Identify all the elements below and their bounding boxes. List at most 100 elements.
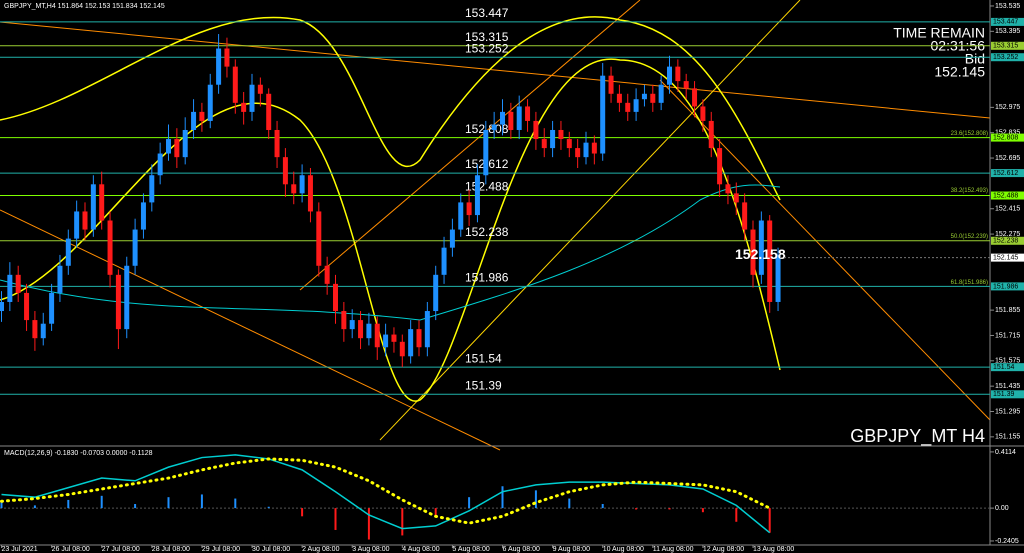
level-box: [991, 282, 1024, 291]
candle-body: [608, 75, 614, 94]
bid-label: Bid: [965, 51, 985, 67]
candle-body: [191, 111, 197, 130]
candle-body: [274, 129, 280, 158]
candle-body: [658, 84, 664, 103]
band: [0, 16, 781, 201]
time-remain-label: TIME REMAIN: [893, 25, 985, 41]
candle-body: [383, 334, 389, 348]
y-tick-label: 152.415: [995, 206, 1020, 213]
candle-body: [124, 265, 130, 330]
candle-body: [65, 238, 71, 266]
trend-line: [0, 21, 991, 119]
candle-body: [717, 148, 723, 185]
candle-body: [207, 84, 213, 121]
y-tick-label: 152.835: [995, 130, 1020, 137]
candle-body: [667, 66, 672, 85]
candle-body: [132, 229, 138, 266]
bid-box: [991, 253, 1024, 262]
candle-body: [692, 88, 698, 107]
y-tick-label: 152.275: [995, 231, 1020, 238]
candle-body: [24, 292, 30, 321]
candle-body: [115, 274, 121, 330]
level-axis-label: 151.54: [993, 364, 1015, 371]
macd-y-tick-label: 0.4114: [995, 449, 1016, 456]
fib-label: 23.6(152.808): [951, 131, 988, 137]
level-axis-label: 151.39: [993, 391, 1015, 398]
level-axis-label: 152.488: [993, 192, 1018, 199]
level-box: [991, 41, 1024, 50]
candle-body: [316, 211, 322, 266]
candle-body: [341, 311, 347, 330]
candle-body: [282, 157, 288, 185]
candle-body: [366, 323, 372, 339]
x-tick-label: 10 Aug 08:00: [603, 546, 644, 553]
candle-body: [533, 120, 539, 140]
candle-body: [266, 93, 272, 130]
level-label: 153.252: [465, 41, 509, 55]
level-label: 152.488: [465, 180, 509, 194]
candle-body: [550, 129, 556, 149]
candle-body: [416, 329, 422, 348]
header: GBPJPY_MT,H4 151.864 152.153 151.834 152…: [4, 3, 165, 10]
candle-body: [358, 320, 364, 339]
y-tick-label: 153.395: [995, 28, 1020, 35]
candle-body: [408, 329, 414, 357]
candle-body: [683, 81, 689, 89]
candle-body: [633, 99, 639, 112]
candle-body: [74, 211, 80, 239]
x-tick-label: 29 Jul 08:00: [202, 546, 240, 553]
level-label: 153.447: [465, 6, 509, 20]
candle-body: [458, 202, 464, 230]
candle-body: [742, 202, 748, 230]
candle-body: [224, 48, 230, 67]
trend-line: [0, 209, 501, 451]
macd-line: [1, 454, 771, 534]
candle-body: [40, 323, 46, 339]
candle-body: [733, 193, 739, 203]
candle-body: [307, 175, 313, 212]
level-axis-label: 153.252: [993, 54, 1018, 61]
level-label: 151.39: [465, 378, 502, 392]
macd-y-tick-label: -0.2405: [995, 538, 1019, 545]
candle-body: [491, 124, 497, 130]
x-tick-label: 23 Jul 2021: [2, 546, 38, 553]
x-tick-label: 9 Aug 08:00: [553, 546, 590, 553]
x-tick-label: 6 Aug 08:00: [503, 546, 540, 553]
candle-body: [675, 66, 681, 82]
candle-body: [758, 220, 764, 275]
candle-body: [174, 139, 180, 158]
candle-body: [140, 202, 146, 230]
bid: 152.145: [934, 64, 985, 80]
candle-body: [441, 247, 447, 275]
fib-label: 61.8(151.986): [951, 280, 988, 286]
level-box: [991, 53, 1024, 62]
y-tick-label: 151.155: [995, 434, 1020, 441]
x-tick-label: 26 Jul 08:00: [52, 546, 90, 553]
candle-body: [575, 148, 581, 158]
candle-body: [182, 129, 188, 158]
candle-body: [232, 66, 238, 103]
candle-body: [241, 102, 247, 112]
level-axis-label: 152.238: [993, 238, 1018, 245]
macd-label: MACD(12,26,9) -0.1830 -0.0703 0.0000 -0.…: [4, 450, 153, 457]
candle-body: [257, 84, 263, 94]
x-tick-label: 28 Jul 08:00: [152, 546, 190, 553]
level-axis-label: 152.612: [993, 170, 1018, 177]
y-tick-label: 151.855: [995, 307, 1020, 314]
candle-body: [82, 211, 88, 230]
channel-line: [379, 0, 801, 441]
fib-label: 38.2(152.493): [951, 188, 988, 194]
candle-body: [708, 120, 714, 149]
candle-body: [508, 111, 514, 130]
x-tick-label: 4 Aug 08:00: [402, 546, 439, 553]
level-box: [991, 191, 1024, 200]
level-box: [991, 363, 1024, 372]
band: [0, 58, 781, 402]
candle-body: [566, 139, 572, 149]
level-axis-label: 151.986: [993, 283, 1018, 290]
candle-body: [199, 111, 205, 121]
candle-body: [433, 274, 439, 312]
y-tick-label: 151.715: [995, 332, 1020, 339]
y-tick-label: 151.295: [995, 408, 1020, 415]
y-tick-label: 152.695: [995, 155, 1020, 162]
